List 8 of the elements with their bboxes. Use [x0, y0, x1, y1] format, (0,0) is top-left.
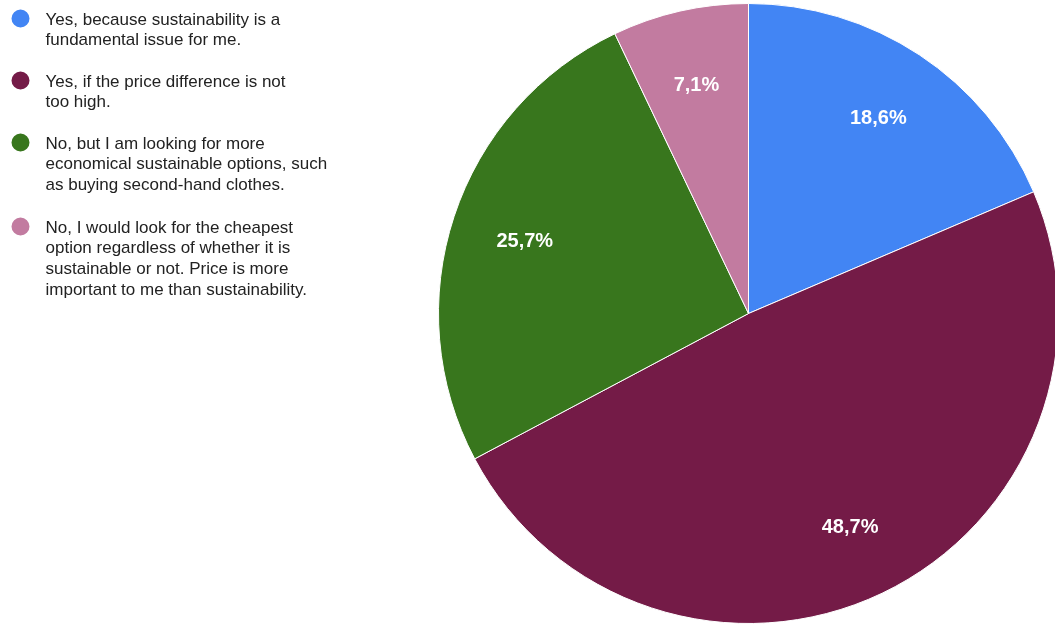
- legend-label: No, I would look for the cheapest option regardless of whether it is sustainable or not. Price is more important to me than sustainability.: [45, 217, 307, 300]
- data-label: 48,7%: [821, 515, 879, 538]
- legend-label: No, but I am looking for more economical sustainable options, such as buying second-hand clothes.: [45, 133, 328, 195]
- data-label: 18,6%: [850, 105, 907, 128]
- legend-label: Yes, if the price difference is not too high.: [45, 71, 286, 112]
- data-label: 7,1%: [673, 72, 720, 95]
- legend-label: Yes, because sustainability is a fundamental issue for me.: [45, 9, 281, 50]
- data-label: 25,7%: [496, 228, 554, 251]
